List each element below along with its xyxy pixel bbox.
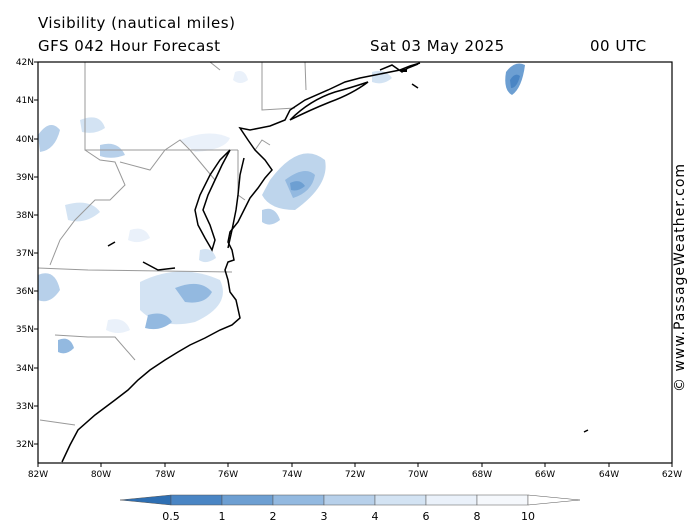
lat-label-32: 32N bbox=[16, 440, 34, 450]
lon-label-62: 62W bbox=[662, 470, 682, 480]
latitude-axis: 42N 41N 40N 39N 38N 37N 36N 35N 34N 33N … bbox=[16, 58, 38, 450]
map-title: Visibility (nautical miles) bbox=[38, 14, 236, 32]
lat-label-41: 41N bbox=[16, 96, 34, 106]
lat-label-42: 42N bbox=[16, 58, 34, 68]
legend-swatch-7 bbox=[476, 494, 529, 506]
forecast-time: 00 UTC bbox=[590, 37, 647, 55]
lat-label-36: 36N bbox=[16, 287, 34, 297]
lat-label-39: 39N bbox=[16, 173, 34, 183]
lon-label-72: 72W bbox=[345, 470, 365, 480]
lat-label-40: 40N bbox=[16, 135, 34, 145]
lat-label-33: 33N bbox=[16, 402, 34, 412]
legend-swatch-8 bbox=[527, 494, 581, 506]
coastline bbox=[61, 62, 589, 463]
legend-swatch-0 bbox=[119, 494, 172, 506]
legend-label-0.5: 0.5 bbox=[162, 510, 180, 523]
lon-label-76: 76W bbox=[218, 470, 238, 480]
lon-label-68: 68W bbox=[472, 470, 492, 480]
lon-label-82: 82W bbox=[28, 470, 48, 480]
legend-label-1: 1 bbox=[219, 510, 226, 523]
legend-label-3: 3 bbox=[321, 510, 328, 523]
legend-swatch-5 bbox=[374, 494, 427, 506]
lon-label-70: 70W bbox=[408, 470, 428, 480]
lat-label-38: 38N bbox=[16, 211, 34, 221]
lat-label-37: 37N bbox=[16, 249, 34, 259]
legend-swatch-3 bbox=[272, 494, 325, 506]
longitude-axis: 82W 80W 78W 76W 74W 72W 70W 68W 66W 64W … bbox=[28, 463, 682, 480]
legend-label-10: 10 bbox=[521, 510, 535, 523]
legend-label-2: 2 bbox=[270, 510, 277, 523]
lon-label-74: 74W bbox=[282, 470, 302, 480]
visibility-legend: 0.5 1 2 3 4 6 8 10 bbox=[119, 494, 581, 523]
forecast-date: Sat 03 May 2025 bbox=[370, 37, 505, 55]
lat-label-35: 35N bbox=[16, 325, 34, 335]
lat-label-34: 34N bbox=[16, 364, 34, 374]
lon-label-66: 66W bbox=[535, 470, 555, 480]
lon-label-78: 78W bbox=[155, 470, 175, 480]
legend-label-8: 8 bbox=[474, 510, 481, 523]
legend-label-6: 6 bbox=[423, 510, 430, 523]
state-borders bbox=[38, 62, 307, 426]
legend-swatch-4 bbox=[323, 494, 376, 506]
legend-swatch-2 bbox=[221, 494, 274, 506]
legend-swatch-1 bbox=[170, 494, 223, 506]
forecast-model-label: GFS 042 Hour Forecast bbox=[38, 37, 221, 55]
legend-label-4: 4 bbox=[372, 510, 379, 523]
legend-swatch-6 bbox=[425, 494, 478, 506]
site-credit: © www.PassageWeather.com bbox=[672, 162, 688, 392]
lon-label-80: 80W bbox=[91, 470, 111, 480]
map-area bbox=[38, 62, 589, 463]
lon-label-64: 64W bbox=[599, 470, 619, 480]
visibility-patches bbox=[38, 63, 525, 354]
map-frame bbox=[37, 61, 673, 464]
